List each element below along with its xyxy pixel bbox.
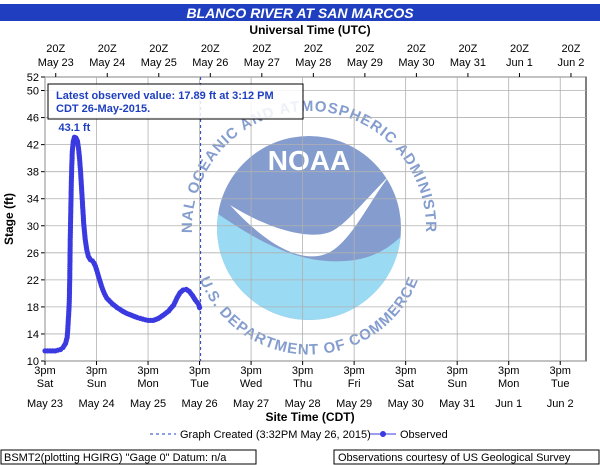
bottom-tick-label-time: 3pm: [189, 365, 210, 377]
logo-gull: [230, 175, 390, 257]
bottom-tick-label-date: May 28: [285, 398, 321, 410]
bottom-tick-label-date: May 26: [182, 398, 218, 410]
bottom-tick-label-day: Tue: [190, 378, 209, 390]
bottom-tick-label-date: May 29: [336, 398, 372, 410]
top-tick-label-date: May 30: [398, 57, 434, 69]
bottom-tick-label-time: 3pm: [498, 365, 519, 377]
top-tick-label-date: Jun 1: [506, 57, 533, 69]
bottom-tick-label-day: Fri: [348, 378, 361, 390]
bottom-tick-label-time: 3pm: [292, 365, 313, 377]
chart-title: BLANCO RIVER AT SAN MARCOS: [186, 5, 414, 21]
bottom-tick-label-date: May 31: [439, 398, 475, 410]
bottom-tick-label-date: Jun 1: [495, 398, 522, 410]
y-tick-label: 42: [27, 140, 39, 152]
bottom-tick-label-day: Sun: [87, 378, 107, 390]
latest-value-box: [47, 83, 304, 120]
top-tick-label-date: May 25: [141, 57, 177, 69]
series-observed-point: [196, 305, 203, 311]
y-tick-label: 46: [27, 113, 39, 125]
bottom-tick-label-time: 3pm: [86, 365, 107, 377]
top-tick-label-date: May 24: [89, 57, 125, 69]
bottom-tick-label-date: Jun 2: [547, 398, 574, 410]
bottom-tick-label-day: Sat: [37, 378, 54, 390]
top-tick-label-date: May 31: [450, 57, 486, 69]
top-tick-label-time: 20Z: [355, 43, 374, 55]
top-tick-label-time: 20Z: [510, 43, 529, 55]
top-tick-label-time: 20Z: [252, 43, 271, 55]
series-observed-points: [42, 134, 203, 354]
top-tick-label-date: May 28: [295, 57, 331, 69]
legend-observed-marker: [380, 431, 386, 437]
footer-left-text: BSMT2(plotting HGIRG) "Gage 0" Datum: n/…: [4, 452, 227, 464]
y-tick-label: 30: [27, 221, 39, 233]
y-tick-label: 26: [27, 248, 39, 260]
bottom-tick-label-date: May 27: [233, 398, 269, 410]
footer-right-box: [333, 449, 600, 465]
y-tick-label: 10: [27, 356, 39, 368]
latest-value-line1: Latest observed value: 17.89 ft at 3:12 …: [56, 90, 274, 102]
top-tick-label-time: 20Z: [98, 43, 117, 55]
bottom-tick-label-time: 3pm: [550, 365, 571, 377]
y-tick-label: 38: [27, 167, 39, 179]
footer-left-box: [0, 449, 257, 465]
top-axis-title: Universal Time (UTC): [249, 23, 370, 37]
top-tick-label-date: May 27: [244, 57, 280, 69]
x-axis-label: Site Time (CDT): [265, 410, 354, 424]
y-tick-labels: 10 14 18 22 26 30 34 38 42 46 50 52: [27, 72, 39, 368]
bottom-tick-label-day: Wed: [240, 378, 262, 390]
bottom-tick-label-date: May 25: [130, 398, 166, 410]
y-tick-label: 22: [27, 275, 39, 287]
bottom-tick-label-date: May 30: [388, 398, 424, 410]
logo-bird-wave: [217, 205, 401, 320]
bottom-tick-label-time: 3pm: [446, 365, 467, 377]
bottom-tick-label-day: Mon: [498, 378, 519, 390]
top-tick-labels: 20Z May 23 20Z May 24 20Z May 25 20Z May 26 20Z M…: [38, 43, 585, 69]
bottom-tick-label-time: 3pm: [34, 365, 55, 377]
top-tick-label-date: Jun 2: [558, 57, 585, 69]
legend-created-label: Graph Created (3:32PM May 26, 2015): [180, 429, 371, 441]
bottom-tick-label-day: Sat: [397, 378, 414, 390]
logo-wordmark: NOAA: [268, 145, 350, 176]
y-tick-label: 18: [27, 302, 39, 314]
bottom-tick-label-time: 3pm: [240, 365, 261, 377]
peak-label: 43.1 ft: [58, 122, 90, 134]
top-tick-label-date: May 23: [38, 57, 74, 69]
top-tick-label-time: 20Z: [458, 43, 477, 55]
y-tick-label: 14: [27, 329, 39, 341]
latest-value-line2: CDT 26-May-2015.: [56, 103, 150, 115]
top-tick-label-date: May 29: [347, 57, 383, 69]
top-tick-label-date: May 26: [192, 57, 228, 69]
bottom-tick-label-date: May 24: [78, 398, 114, 410]
bottom-tick-label-day: Mon: [137, 378, 158, 390]
top-tick-label-time: 20Z: [201, 43, 220, 55]
legend-observed-label: Observed: [400, 429, 448, 441]
bottom-tick-label-time: 3pm: [395, 365, 416, 377]
bottom-tick-label-day: Thu: [293, 378, 312, 390]
y-axis-label: Stage (ft): [2, 193, 16, 245]
top-tick-label-time: 20Z: [304, 43, 323, 55]
title-bar: [0, 4, 600, 21]
top-tick-label-time: 20Z: [561, 43, 580, 55]
y-tick-label: 52: [27, 72, 39, 84]
footer-right-text: Observations courtesy of US Geological S…: [338, 452, 571, 464]
top-tick-label-time: 20Z: [46, 43, 65, 55]
top-tick-label-time: 20Z: [149, 43, 168, 55]
bottom-tick-label-time: 3pm: [137, 365, 158, 377]
bottom-tick-label-time: 3pm: [343, 365, 364, 377]
y-tick-label: 34: [27, 194, 39, 206]
bottom-tick-label-day: Tue: [551, 378, 570, 390]
top-tick-label-time: 20Z: [407, 43, 426, 55]
bottom-tick-label-date: May 23: [27, 398, 63, 410]
y-tick-label: 50: [27, 86, 39, 98]
bottom-tick-label-day: Sun: [447, 378, 467, 390]
